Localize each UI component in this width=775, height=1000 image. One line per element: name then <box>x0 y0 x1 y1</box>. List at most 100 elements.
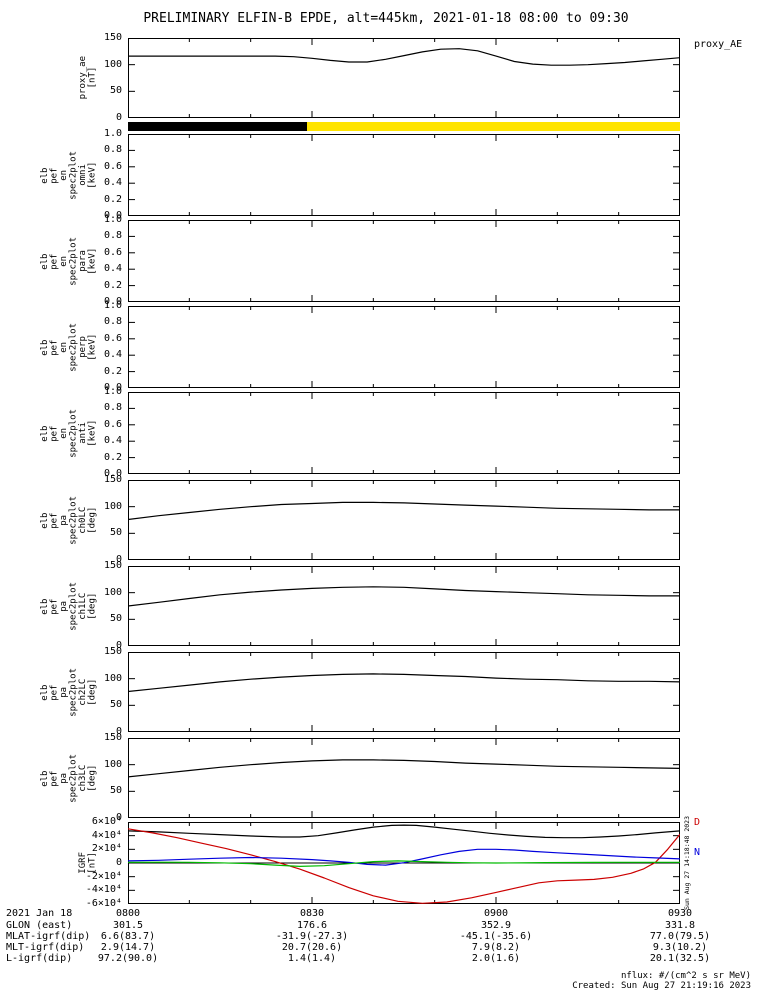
plot-area-igrf <box>128 822 680 904</box>
y-tick-label: 0.2 <box>103 365 122 377</box>
footer-row-label: L-igrf(dip) <box>6 953 73 964</box>
y-tick-label: 0 <box>115 112 122 123</box>
plot-area-en-spec-anti <box>128 392 680 474</box>
y-axis-label-igrf: IGRF [nT] <box>78 822 98 904</box>
y-tick-label: 0.6 <box>103 418 122 430</box>
y-tick-label: 150 <box>103 474 122 485</box>
series-ch0LC <box>128 501 680 521</box>
plot-area-proxy-ae <box>128 38 680 118</box>
y-tick-label: 1.0 <box>103 386 122 397</box>
plot-area-en-spec-perp <box>128 306 680 388</box>
y-tick-label: 0 <box>115 726 122 737</box>
y-axis-label-pa-spec-ch2lc: elb pef pa spec2plot ch2LC [deg] <box>40 652 98 732</box>
y-tick-label: 0 <box>115 857 122 868</box>
y-tick-label: 0.8 <box>103 230 122 242</box>
y-tick-label: 0.4 <box>103 349 122 361</box>
footer-row-label: MLT-igrf(dip) <box>6 942 85 953</box>
y-tick-label: 2×10⁴ <box>91 843 122 855</box>
survey-mode-strip <box>128 122 680 131</box>
footer-value: 301.5 <box>112 920 144 931</box>
y-tick-label: 6×10⁴ <box>91 816 122 827</box>
panel-en-spec-anti: 0.0 0.2 0.4 0.6 0.8 1.0 elb pef en spec2plot a… <box>40 387 680 479</box>
panel-en-spec-perp: 0.0 0.2 0.4 0.6 0.8 1.0 elb pef en spec2plot p… <box>40 301 680 393</box>
y-tick-label: 4×10⁴ <box>91 829 122 841</box>
y-axis-label-text: elb pef en spec2plot anti [keV] <box>40 408 98 458</box>
panel-frame <box>128 134 680 216</box>
y-tick-label: -2×10⁴ <box>85 870 122 882</box>
y-tick-label: 50 <box>109 613 122 625</box>
strip-segment <box>307 122 680 131</box>
y-tick-label: 0 <box>115 554 122 565</box>
y-tick-label: 0.4 <box>103 435 122 447</box>
y-axis-label-en-spec-perp: elb pef en spec2plot perp [keV] <box>40 306 98 388</box>
y-tick-label: 0.0 <box>103 210 122 221</box>
y-tick-label: 0.0 <box>103 468 122 479</box>
y-tick-label: 0.6 <box>103 246 122 258</box>
y-tick-label: 0.0 <box>103 296 122 307</box>
footer-value: 6.6(83.7) <box>100 931 156 942</box>
y-tick-label: 150 <box>103 32 122 43</box>
y-tick-label: 150 <box>103 560 122 571</box>
plot-area-pa-spec-ch2lc <box>128 652 680 732</box>
footer-value: 352.9 <box>480 920 512 931</box>
y-tick-label: 100 <box>103 672 122 684</box>
footer-value: 1.4(1.4) <box>287 953 337 964</box>
footer-value: 2.0(1.6) <box>471 953 521 964</box>
y-tick-label: 0.4 <box>103 177 122 189</box>
y-tick-label: 0.2 <box>103 279 122 291</box>
panel-frame <box>128 38 680 118</box>
panel-frame <box>128 652 680 732</box>
panel-frame <box>128 566 680 646</box>
panel-en-spec-omni: 0.0 0.2 0.4 0.6 0.8 1.0 elb pef en spec2plot o… <box>40 129 680 221</box>
x-tick-label: 0930 <box>667 908 693 919</box>
flux-units-note: nflux: #/(cm^2 s sr MeV) <box>620 971 751 981</box>
y-tick-label: 0 <box>115 640 122 651</box>
y-axis-label-text: elb pef pa spec2plot ch0LC [deg] <box>40 495 98 545</box>
series-T <box>128 824 680 839</box>
panel-pa-spec-ch2lc: 0 50 100 150 elb pef pa spec2plot ch2LC [deg… <box>40 647 680 737</box>
y-tick-label: 50 <box>109 699 122 711</box>
footer-value: 77.0(79.5) <box>649 931 711 942</box>
series-ch3LC <box>128 759 680 778</box>
y-tick-label: 0.6 <box>103 332 122 344</box>
panel-frame <box>128 822 680 904</box>
series-ch1LC <box>128 586 680 607</box>
y-tick-label: 0.2 <box>103 451 122 463</box>
x-tick-label: 0830 <box>299 908 325 919</box>
footer-value: 97.2(90.0) <box>97 953 159 964</box>
footer-value: 331.8 <box>664 920 696 931</box>
series-E <box>128 860 680 868</box>
plot-title: PRELIMINARY ELFIN-B EPDE, alt=445km, 202… <box>143 11 629 26</box>
strip-segment <box>128 122 308 131</box>
series-D <box>128 828 680 904</box>
y-tick-label: 1.0 <box>103 128 122 139</box>
footer-row-label: GLON (east) <box>6 920 73 931</box>
series-proxy_AE <box>128 48 680 66</box>
y-tick-label: 0.8 <box>103 144 122 156</box>
panel-igrf: -6×10⁴ -4×10⁴ -2×10⁴ 0 2×10⁴ 4×10⁴ 6×10⁴ IGRF [… <box>78 817 700 909</box>
side-timestamp-text: Sun Aug 27 14:18:48 2023 <box>683 816 691 910</box>
footer-value: 20.7(20.6) <box>281 942 343 953</box>
y-tick-label: 50 <box>109 785 122 797</box>
side-timestamp: Sun Aug 27 14:18:48 2023 <box>683 816 691 910</box>
right-label-D: D <box>694 817 701 828</box>
panel-frame <box>128 738 680 818</box>
y-axis-label-proxy-ae: proxy_ae [nT] <box>78 38 98 118</box>
y-tick-label: 0.2 <box>103 193 122 205</box>
right-label-N: N <box>694 847 701 858</box>
y-axis-label-text: elb pef pa spec2plot ch2LC [deg] <box>40 667 98 717</box>
y-tick-label: 100 <box>103 500 122 512</box>
y-axis-label-text: IGRF [nT] <box>78 852 98 874</box>
footer-value: -45.1(-35.6) <box>459 931 533 942</box>
y-axis-label-text: elb pef pa spec2plot ch3LC [deg] <box>40 753 98 803</box>
y-tick-label: 50 <box>109 527 122 539</box>
footer-row-label: MLAT-igrf(dip) <box>6 931 91 942</box>
y-tick-label: 0.6 <box>103 160 122 172</box>
y-tick-label: 50 <box>109 85 122 97</box>
y-tick-label: 0.0 <box>103 382 122 393</box>
plot-area-pa-spec-ch1lc <box>128 566 680 646</box>
panel-pa-spec-ch0lc: 0 50 100 150 elb pef pa spec2plot ch0LC [deg… <box>40 475 680 565</box>
y-tick-label: -6×10⁴ <box>85 898 122 909</box>
y-tick-label: 0.4 <box>103 263 122 275</box>
